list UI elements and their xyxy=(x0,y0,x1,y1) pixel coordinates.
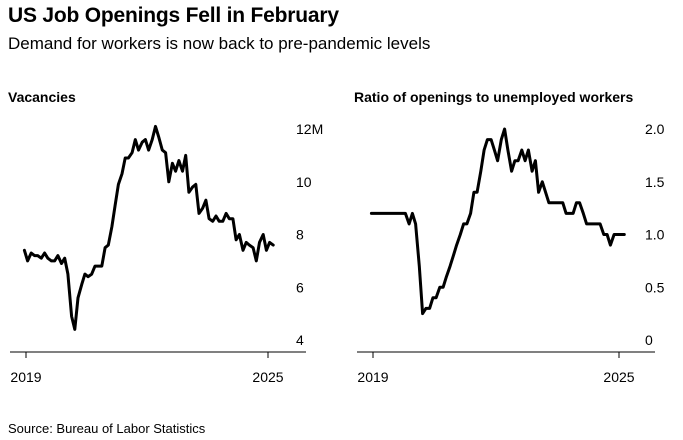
y-tick-label: 4 xyxy=(296,332,304,348)
series-line xyxy=(22,124,275,331)
chart-subtitle: Demand for workers is now back to pre-pa… xyxy=(8,34,431,53)
x-tick-label: 2019 xyxy=(357,369,388,385)
y-tick-label: 10 xyxy=(296,174,312,190)
vacancies-panel-title: Vacancies xyxy=(8,89,76,105)
x-tick-label: 2025 xyxy=(252,369,283,385)
ratio-panel-title: Ratio of openings to unemployed workers xyxy=(354,89,634,105)
y-tick-label: 1.5 xyxy=(645,174,665,190)
x-tick-label: 2019 xyxy=(10,369,41,385)
y-tick-label: 0 xyxy=(645,332,653,348)
x-tick-label: 2025 xyxy=(603,369,634,385)
source-note: Source: Bureau of Labor Statistics xyxy=(8,421,206,436)
series-line xyxy=(369,127,626,316)
y-tick-label: 1.0 xyxy=(645,227,665,243)
y-tick-label: 8 xyxy=(296,227,304,243)
y-tick-label: 0.5 xyxy=(645,279,665,295)
chart-title: US Job Openings Fell in February xyxy=(8,4,339,27)
y-tick-label: 6 xyxy=(296,279,304,295)
y-tick-label: 12M xyxy=(296,121,323,137)
y-tick-label: 2.0 xyxy=(645,121,665,137)
